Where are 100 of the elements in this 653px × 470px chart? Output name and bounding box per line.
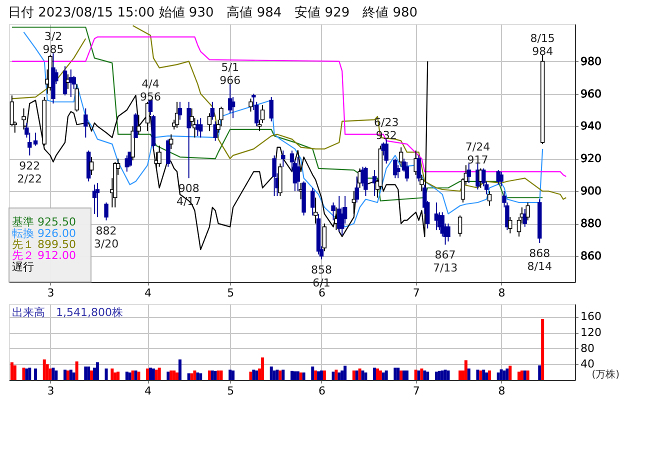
bar (152, 368, 155, 380)
bar (500, 369, 503, 380)
bar (116, 372, 120, 380)
x-tick-label: 6 (318, 286, 326, 300)
bar (394, 368, 397, 380)
bar (314, 370, 318, 380)
bar (322, 370, 326, 380)
bar (96, 362, 99, 380)
y-tick-label: 980 (580, 54, 602, 68)
annotation: 4/4 956 (140, 77, 161, 104)
bar (252, 370, 256, 380)
bar (104, 368, 108, 380)
candlestick (364, 166, 368, 196)
bar (149, 368, 152, 380)
annotation: 867 7/13 (432, 248, 458, 275)
y-tick-label: 940 (580, 120, 602, 133)
candlestick (466, 163, 471, 184)
candlestick (446, 223, 450, 242)
y-tick-label: 900 (580, 184, 602, 198)
candlestick (272, 154, 276, 196)
x-tick-label: 7 (412, 384, 420, 398)
y-axis-title: (万株) (592, 368, 620, 380)
bar (176, 372, 179, 380)
bar (446, 370, 450, 380)
candlestick (398, 146, 404, 168)
candlestick (92, 184, 97, 214)
bar (187, 373, 190, 380)
y-tick-label: 860 (580, 250, 602, 263)
bar (87, 366, 90, 380)
bar (131, 370, 134, 380)
x-tick-label: 5 (227, 384, 234, 398)
bar (52, 368, 55, 380)
x-tick-label: 8 (498, 384, 506, 398)
bar (488, 370, 492, 380)
bar (296, 371, 300, 380)
bar (196, 372, 200, 380)
candlestick (178, 101, 182, 120)
bar (178, 359, 182, 380)
bar (72, 372, 76, 380)
bar (338, 372, 341, 380)
candlestick (352, 190, 356, 214)
bar (464, 360, 468, 380)
bar (373, 368, 376, 380)
bar (334, 370, 338, 380)
bar (114, 372, 117, 380)
candlestick (248, 98, 253, 112)
chart-title: 出来高 1,541,800株 (12, 306, 123, 319)
bar (110, 368, 114, 380)
bar (485, 372, 488, 380)
bar (438, 370, 441, 380)
bar (299, 372, 302, 380)
bar (90, 370, 94, 380)
candlestick (499, 171, 504, 187)
candlestick (62, 66, 68, 96)
candlestick (384, 138, 388, 164)
bar (42, 359, 46, 380)
bar (210, 370, 214, 380)
bar (170, 370, 173, 380)
bar (193, 370, 196, 380)
bar (376, 368, 379, 380)
bar (282, 370, 285, 380)
bar (75, 361, 78, 380)
candlestick (169, 134, 174, 150)
bar (220, 370, 223, 380)
text: 先２ 912.00 (12, 249, 76, 262)
candlestick (508, 216, 512, 234)
bar (541, 319, 544, 380)
bar (352, 370, 356, 380)
bar (423, 370, 426, 380)
candlestick (134, 112, 138, 138)
bar (290, 370, 294, 380)
candlestick (372, 170, 377, 196)
candlestick (89, 156, 94, 176)
text: 先１ 899.50 (12, 238, 76, 251)
candlestick (174, 101, 180, 128)
candlestick (393, 158, 398, 179)
annotation: 7/24 917 (465, 140, 490, 167)
bar (508, 366, 512, 380)
candlestick (74, 84, 79, 112)
bar (232, 370, 235, 380)
annotation: 8/15 984 (530, 32, 555, 58)
bar (355, 370, 358, 380)
bar (228, 370, 232, 380)
bar (320, 370, 323, 380)
annotation: 3/2 985 (42, 30, 64, 56)
bar (13, 365, 16, 380)
bar (400, 370, 403, 380)
bar (384, 370, 388, 380)
bar (84, 366, 88, 380)
y-tick-label: 40 (580, 358, 594, 371)
candlestick (296, 156, 300, 192)
bar (34, 368, 38, 380)
candlestick (354, 176, 359, 203)
x-tick-label: 6 (318, 384, 326, 398)
bar (467, 368, 470, 380)
bar (405, 370, 408, 380)
candlestick (281, 150, 286, 168)
bar (317, 371, 320, 380)
bar (272, 370, 276, 380)
x-tick-label: 4 (144, 286, 152, 300)
